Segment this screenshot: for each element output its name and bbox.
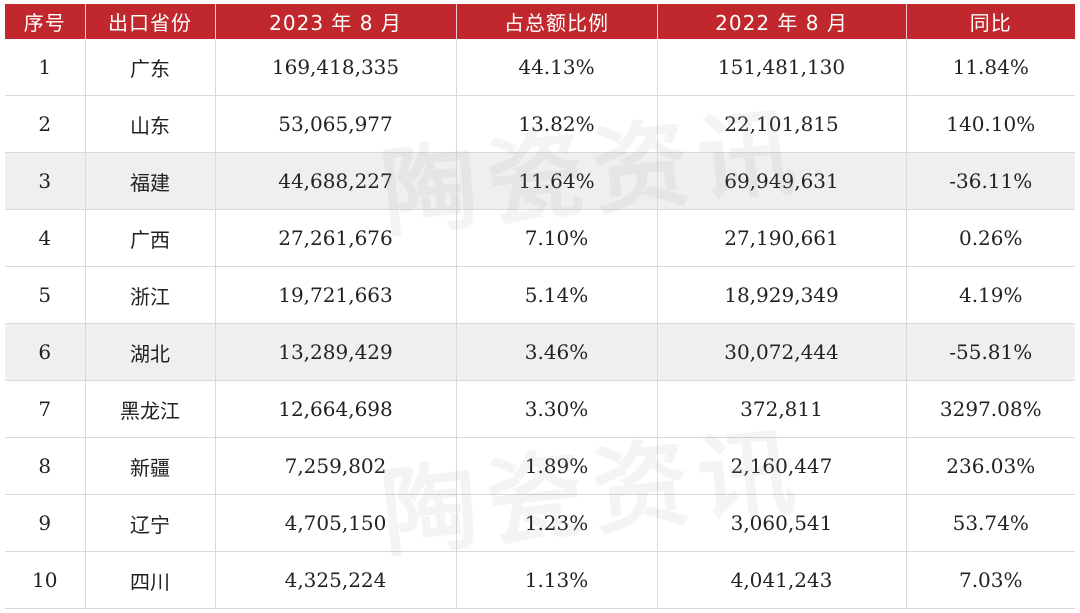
cell-province: 广东 xyxy=(85,39,216,96)
cell-share: 3.30% xyxy=(456,380,658,438)
cell-2023-value: 7,259,802 xyxy=(215,437,457,495)
cell-province: 浙江 xyxy=(85,266,216,324)
cell-yoy: 140.10% xyxy=(906,95,1075,153)
cell-2023-value: 169,418,335 xyxy=(215,39,457,96)
cell-yoy: 11.84% xyxy=(906,39,1075,96)
cell-province: 广西 xyxy=(85,209,216,267)
cell-province: 山东 xyxy=(85,95,216,153)
cell-province: 福建 xyxy=(85,152,216,210)
cell-2023-value: 19,721,663 xyxy=(215,266,457,324)
cell-yoy: 0.26% xyxy=(906,209,1075,267)
header-2022-aug: 2022 年 8 月 xyxy=(657,4,907,39)
cell-2023-value: 44,688,227 xyxy=(215,152,457,210)
cell-yoy: -55.81% xyxy=(906,323,1075,381)
cell-yoy: 7.03% xyxy=(906,551,1075,609)
cell-share: 5.14% xyxy=(456,266,658,324)
cell-province: 四川 xyxy=(85,551,216,609)
cell-share: 1.89% xyxy=(456,437,658,495)
table-row: 3 福建 44,688,227 11.64% 69,949,631 -36.11… xyxy=(5,152,1075,210)
cell-2023-value: 53,065,977 xyxy=(215,95,457,153)
table-row: 9 辽宁 4,705,150 1.23% 3,060,541 53.74% xyxy=(5,494,1075,552)
cell-rank: 2 xyxy=(5,95,86,153)
cell-2023-value: 13,289,429 xyxy=(215,323,457,381)
cell-rank: 6 xyxy=(5,323,86,381)
header-yoy: 同比 xyxy=(906,4,1075,39)
cell-2023-value: 27,261,676 xyxy=(215,209,457,267)
cell-share: 1.13% xyxy=(456,551,658,609)
header-rank: 序号 xyxy=(5,4,86,39)
cell-2022-value: 151,481,130 xyxy=(657,39,907,96)
cell-share: 7.10% xyxy=(456,209,658,267)
cell-2023-value: 12,664,698 xyxy=(215,380,457,438)
cell-province: 黑龙江 xyxy=(85,380,216,438)
cell-2022-value: 69,949,631 xyxy=(657,152,907,210)
cell-2022-value: 4,041,243 xyxy=(657,551,907,609)
table-row: 4 广西 27,261,676 7.10% 27,190,661 0.26% xyxy=(5,209,1075,267)
export-table-container: 序号 出口省份 2023 年 8 月 占总额比例 2022 年 8 月 同比 1… xyxy=(5,4,1075,609)
cell-yoy: 53.74% xyxy=(906,494,1075,552)
cell-province: 新疆 xyxy=(85,437,216,495)
table-row: 8 新疆 7,259,802 1.89% 2,160,447 236.03% xyxy=(5,437,1075,495)
cell-rank: 3 xyxy=(5,152,86,210)
header-share: 占总额比例 xyxy=(456,4,658,39)
cell-rank: 1 xyxy=(5,39,86,96)
table-row: 5 浙江 19,721,663 5.14% 18,929,349 4.19% xyxy=(5,266,1075,324)
cell-rank: 8 xyxy=(5,437,86,495)
cell-rank: 4 xyxy=(5,209,86,267)
cell-2022-value: 30,072,444 xyxy=(657,323,907,381)
cell-share: 11.64% xyxy=(456,152,658,210)
header-2023-aug: 2023 年 8 月 xyxy=(215,4,457,39)
cell-yoy: 236.03% xyxy=(906,437,1075,495)
cell-share: 44.13% xyxy=(456,39,658,96)
cell-share: 13.82% xyxy=(456,95,658,153)
table-row: 1 广东 169,418,335 44.13% 151,481,130 11.8… xyxy=(5,39,1075,96)
cell-share: 1.23% xyxy=(456,494,658,552)
cell-2022-value: 22,101,815 xyxy=(657,95,907,153)
export-province-table: 序号 出口省份 2023 年 8 月 占总额比例 2022 年 8 月 同比 1… xyxy=(5,4,1075,609)
cell-province: 辽宁 xyxy=(85,494,216,552)
cell-2022-value: 18,929,349 xyxy=(657,266,907,324)
cell-yoy: 3297.08% xyxy=(906,380,1075,438)
cell-rank: 10 xyxy=(5,551,86,609)
cell-2022-value: 3,060,541 xyxy=(657,494,907,552)
cell-rank: 9 xyxy=(5,494,86,552)
table-row: 10 四川 4,325,224 1.13% 4,041,243 7.03% xyxy=(5,551,1075,609)
cell-rank: 7 xyxy=(5,380,86,438)
cell-2023-value: 4,325,224 xyxy=(215,551,457,609)
cell-yoy: -36.11% xyxy=(906,152,1075,210)
table-row: 6 湖北 13,289,429 3.46% 30,072,444 -55.81% xyxy=(5,323,1075,381)
cell-2022-value: 372,811 xyxy=(657,380,907,438)
cell-2022-value: 2,160,447 xyxy=(657,437,907,495)
cell-share: 3.46% xyxy=(456,323,658,381)
cell-2023-value: 4,705,150 xyxy=(215,494,457,552)
table-row: 7 黑龙江 12,664,698 3.30% 372,811 3297.08% xyxy=(5,380,1075,438)
table-row: 2 山东 53,065,977 13.82% 22,101,815 140.10… xyxy=(5,95,1075,153)
cell-province: 湖北 xyxy=(85,323,216,381)
header-province: 出口省份 xyxy=(85,4,216,39)
cell-2022-value: 27,190,661 xyxy=(657,209,907,267)
cell-rank: 5 xyxy=(5,266,86,324)
cell-yoy: 4.19% xyxy=(906,266,1075,324)
table-header-row: 序号 出口省份 2023 年 8 月 占总额比例 2022 年 8 月 同比 xyxy=(5,4,1075,39)
